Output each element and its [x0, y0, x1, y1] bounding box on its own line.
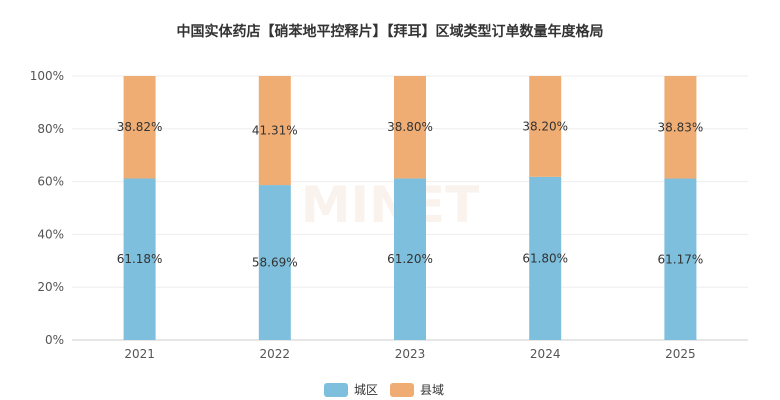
bar-urban-2025[interactable] — [664, 178, 697, 340]
data-label: 58.69% — [252, 256, 298, 270]
x-tick-label: 2024 — [530, 347, 561, 361]
data-label: 38.20% — [522, 119, 568, 133]
bar-urban-2022[interactable] — [258, 185, 291, 340]
y-tick-label: 80% — [37, 122, 64, 136]
y-axis: 0% 20% 40% 60% 80% 100% — [30, 69, 64, 347]
bar-county-2024[interactable] — [529, 76, 562, 177]
watermark: MINET — [301, 176, 479, 234]
x-tick-label: 2023 — [395, 347, 426, 361]
data-label: 38.80% — [387, 120, 433, 134]
bar-urban-2024[interactable] — [529, 176, 562, 340]
legend[interactable]: 城区 县域 — [324, 383, 444, 397]
bar-urban-2021[interactable] — [123, 178, 156, 340]
x-axis: 2021 2022 2023 2024 2025 — [124, 347, 695, 361]
y-tick-label: 100% — [30, 69, 64, 83]
y-tick-label: 20% — [37, 280, 64, 294]
bar-county-2025[interactable] — [664, 76, 697, 179]
data-label: 61.20% — [387, 252, 433, 266]
x-tick-label: 2022 — [260, 347, 291, 361]
legend-item-urban[interactable]: 城区 — [324, 383, 378, 397]
legend-swatch — [390, 383, 414, 397]
chart-title: 中国实体药店【硝苯地平控释片】【拜耳】区域类型订单数量年度格局 — [177, 23, 604, 40]
bar-county-2022[interactable] — [258, 76, 291, 186]
y-tick-label: 60% — [37, 175, 64, 189]
data-label: 38.83% — [658, 120, 704, 134]
data-label: 38.82% — [117, 120, 163, 134]
legend-label: 县域 — [420, 383, 444, 397]
y-tick-label: 0% — [45, 333, 64, 347]
x-tick-label: 2025 — [665, 347, 696, 361]
data-label: 61.80% — [522, 251, 568, 265]
legend-item-county[interactable]: 县域 — [390, 383, 444, 397]
bar-county-2021[interactable] — [123, 76, 156, 179]
legend-label: 城区 — [354, 383, 378, 397]
legend-swatch — [324, 383, 348, 397]
data-label: 61.17% — [658, 252, 704, 266]
x-tick-label: 2021 — [124, 347, 155, 361]
y-tick-label: 40% — [37, 227, 64, 241]
bars: 61.18% 38.82% 58.69% 41.31% 61.20% 38.80% 61.8… — [117, 76, 704, 340]
data-label: 61.18% — [117, 252, 163, 266]
bar-urban-2023[interactable] — [394, 178, 426, 340]
bar-county-2023[interactable] — [394, 76, 426, 179]
data-label: 41.31% — [252, 124, 298, 138]
